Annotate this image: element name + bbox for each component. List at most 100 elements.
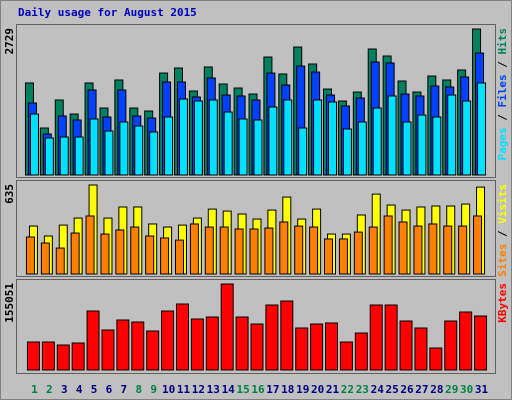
bar: [283, 99, 293, 176]
bar: [85, 215, 95, 275]
x-tick-label: 20: [311, 383, 324, 396]
bar: [115, 229, 125, 275]
bar: [131, 321, 145, 371]
bar: [29, 113, 39, 176]
x-tick-label: 31: [475, 383, 489, 396]
x-tick-label: 25: [386, 383, 399, 396]
legend-entry: KBytes: [496, 283, 509, 323]
bar: [116, 319, 130, 371]
bar: [26, 341, 40, 371]
bar: [432, 116, 442, 176]
bar: [238, 118, 248, 176]
y-tick-label: 155051: [3, 283, 16, 323]
bar: [174, 239, 184, 275]
bar: [458, 225, 468, 275]
bar: [25, 236, 35, 275]
bar: [204, 226, 214, 275]
bar: [208, 99, 218, 176]
x-tick-label: 18: [281, 383, 294, 396]
bar: [55, 247, 65, 275]
bar: [295, 327, 309, 371]
bar: [249, 228, 259, 275]
x-tick-label: 27: [415, 383, 428, 396]
bar: [205, 316, 219, 371]
x-tick-label: 16: [251, 383, 265, 396]
bar: [149, 131, 159, 176]
bar: [178, 98, 188, 176]
bar: [444, 320, 458, 371]
x-tick-label: 28: [430, 383, 443, 396]
bar: [354, 332, 368, 371]
bar: [328, 101, 338, 176]
bar: [325, 322, 339, 371]
x-tick-label: 21: [326, 383, 340, 396]
x-tick-label: 29: [445, 383, 458, 396]
bar: [74, 136, 84, 176]
x-tick-label: 3: [61, 383, 68, 396]
x-tick-label: 8: [135, 383, 142, 396]
bar: [89, 118, 99, 176]
bar: [223, 111, 233, 176]
bar: [338, 238, 348, 275]
bar: [384, 304, 398, 371]
bar: [279, 221, 289, 275]
bar: [130, 226, 140, 275]
legend-entry: Visits: [496, 184, 509, 224]
bar: [429, 347, 443, 371]
bar: [164, 116, 174, 176]
bar: [265, 304, 279, 371]
x-tick-label: 26: [400, 383, 414, 396]
x-tick-label: 4: [76, 383, 83, 396]
bar: [428, 223, 438, 275]
bar: [402, 121, 412, 176]
bar: [294, 225, 304, 275]
bar: [145, 235, 155, 275]
bar: [161, 310, 175, 371]
bar: [369, 304, 383, 371]
bar: [310, 323, 324, 371]
bar: [44, 137, 54, 176]
x-tick-label: 19: [296, 383, 309, 396]
x-tick-label: 5: [91, 383, 98, 396]
x-tick-label: 17: [266, 383, 279, 396]
legend-entry: Sites: [496, 244, 509, 277]
bar: [342, 128, 352, 176]
bar: [220, 283, 234, 371]
legend-separator: /: [496, 108, 509, 128]
legend-entry: Pages: [496, 127, 509, 160]
x-tick-label: 11: [177, 383, 191, 396]
bar: [119, 121, 129, 176]
bar: [268, 106, 278, 176]
x-tick-label: 15: [236, 383, 249, 396]
bar: [100, 233, 110, 275]
bar: [309, 226, 319, 275]
chart-title: Daily usage for August 2015: [18, 6, 197, 19]
bar: [59, 136, 69, 176]
bar: [383, 215, 393, 275]
bar: [264, 227, 274, 275]
legend: Pages / Files / Hits: [496, 28, 509, 161]
x-tick-label: 24: [371, 383, 385, 396]
bar: [474, 315, 488, 371]
bar: [353, 231, 363, 275]
bar: [298, 127, 308, 176]
bar: [71, 342, 85, 371]
bar: [40, 242, 50, 275]
bar: [459, 311, 473, 371]
bar: [357, 121, 367, 176]
legend-entry: Hits: [496, 28, 509, 55]
bar: [250, 323, 264, 371]
bar: [339, 341, 353, 371]
bar: [193, 100, 203, 176]
x-tick-label: 23: [356, 383, 369, 396]
bar: [398, 221, 408, 275]
bar: [146, 330, 160, 371]
bar: [104, 130, 114, 176]
legend: KBytes: [496, 283, 509, 323]
bar: [462, 100, 472, 176]
bar: [175, 303, 189, 371]
x-tick-label: 1: [31, 383, 38, 396]
x-tick-label: 6: [106, 383, 113, 396]
legend-separator: /: [496, 55, 509, 75]
y-tick-label: 635: [3, 184, 16, 204]
